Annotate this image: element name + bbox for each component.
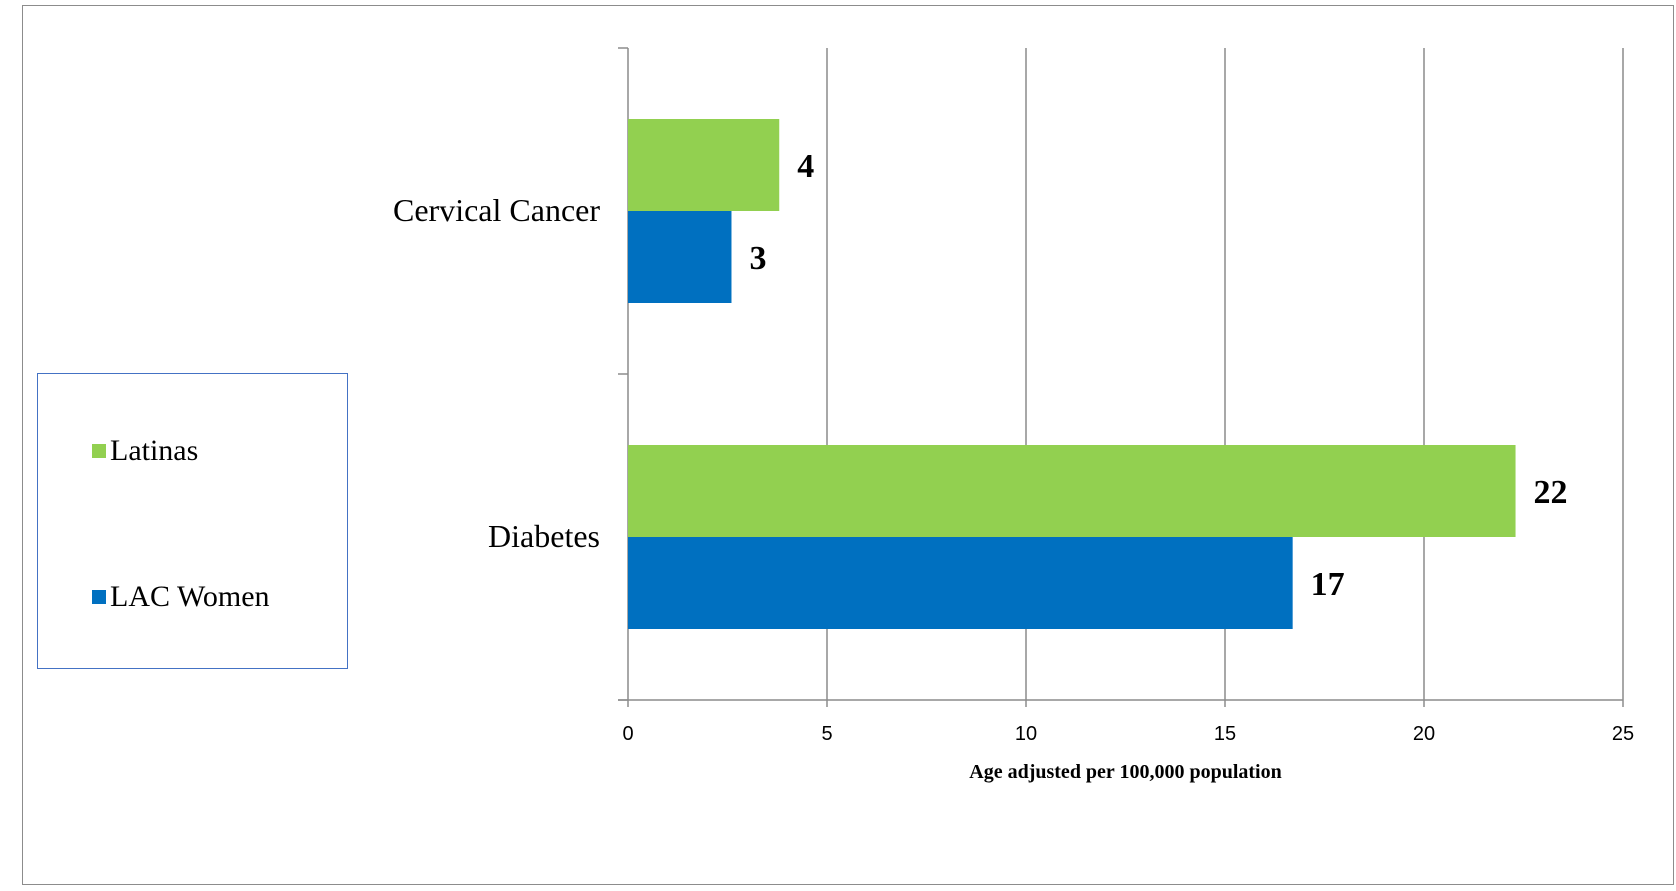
x-axis-ticks: 0 5 10 15 20 25 bbox=[622, 700, 1634, 745]
x-tick-label: 0 bbox=[622, 723, 633, 745]
data-label: 17 bbox=[1311, 566, 1345, 603]
data-labels: 4 3 22 17 bbox=[749, 148, 1567, 603]
data-label: 3 bbox=[749, 240, 766, 277]
legend-label: LAC Women bbox=[110, 580, 270, 613]
bar-latinas bbox=[628, 445, 1516, 537]
bar-lac-women bbox=[628, 211, 732, 303]
category-label: Cervical Cancer bbox=[393, 192, 600, 228]
x-tick-label: 10 bbox=[1015, 723, 1037, 745]
legend: Latinas LAC Women bbox=[37, 373, 348, 669]
legend-swatch-lac-women bbox=[92, 590, 106, 604]
data-label: 4 bbox=[797, 148, 814, 185]
bar-latinas bbox=[628, 119, 780, 211]
x-axis-label: Age adjusted per 100,000 population bbox=[969, 761, 1281, 783]
data-label: 22 bbox=[1534, 474, 1568, 511]
x-tick-label: 20 bbox=[1413, 723, 1435, 745]
legend-item-latinas: Latinas bbox=[92, 434, 198, 468]
chart-frame bbox=[22, 5, 1674, 885]
x-tick-label: 25 bbox=[1612, 723, 1634, 745]
x-tick-label: 15 bbox=[1214, 723, 1236, 745]
legend-swatch-latinas bbox=[92, 444, 106, 458]
category-label: Diabetes bbox=[488, 518, 600, 554]
category-labels: Cervical Cancer Diabetes bbox=[393, 192, 600, 554]
legend-label: Latinas bbox=[110, 434, 199, 467]
x-tick-label: 5 bbox=[821, 723, 832, 745]
bars bbox=[628, 119, 1516, 629]
y-axis-ticks bbox=[618, 47, 628, 701]
bar-lac-women bbox=[628, 537, 1293, 629]
legend-item-lac-women: LAC Women bbox=[92, 580, 270, 614]
